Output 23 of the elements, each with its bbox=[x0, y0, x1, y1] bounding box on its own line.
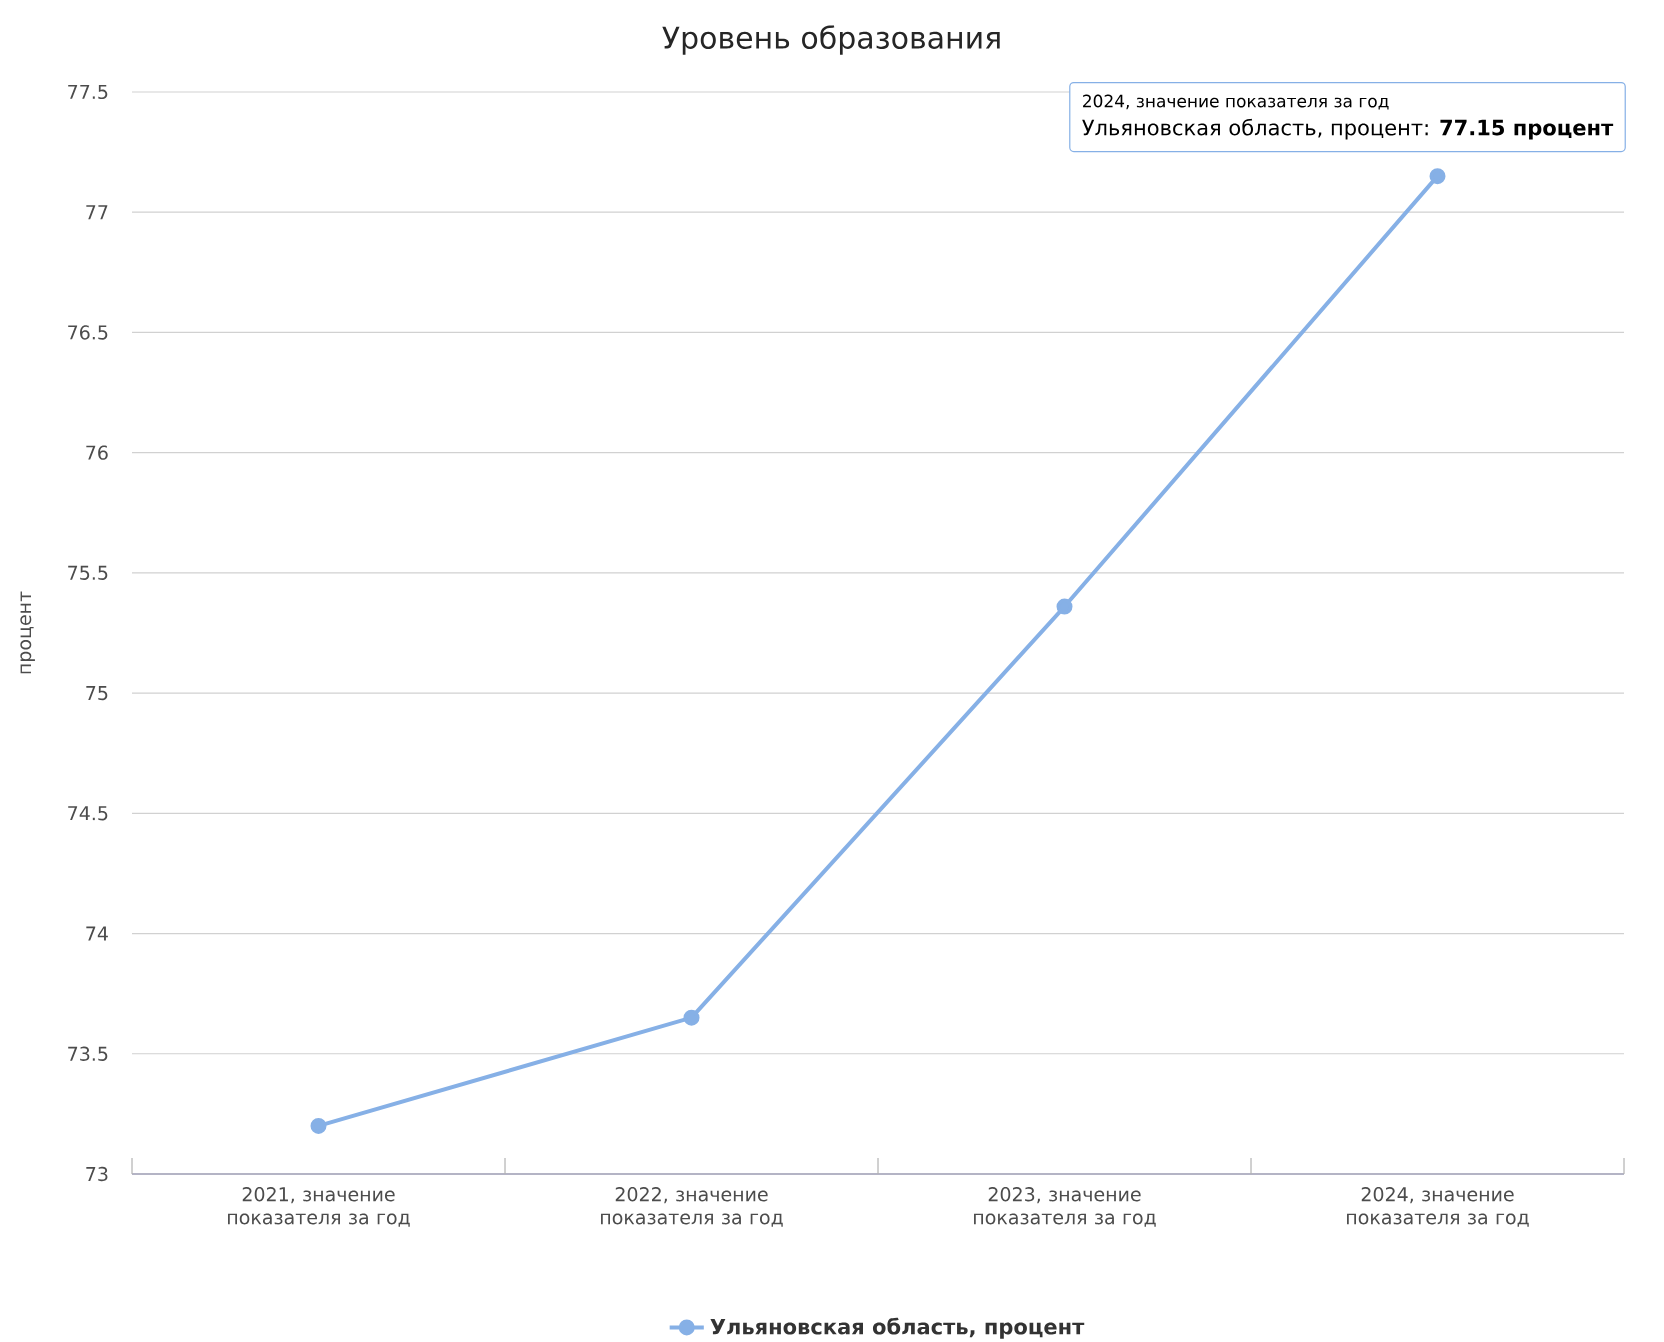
y-tick-label: 76 bbox=[86, 445, 108, 460]
chart-title: Уровень образования bbox=[662, 25, 1000, 55]
point bbox=[310, 1117, 327, 1134]
annotation: Ульяновская область, процент: 77.15 процент bbox=[1082, 118, 1614, 140]
y-tick-label: 74.5 bbox=[68, 806, 108, 821]
y-tick-label: 75.5 bbox=[68, 565, 108, 580]
legend-label: Ульяновская область, процент bbox=[710, 1317, 1085, 1339]
y-axis-title: процент bbox=[20, 591, 35, 674]
y-tick-label: 73.5 bbox=[68, 1046, 108, 1061]
x-tick-label: 2024, значение показателя за год bbox=[1347, 1187, 1529, 1227]
y-tick-label: 76.5 bbox=[68, 325, 108, 340]
annotation: 2024, значение показателя за год bbox=[1083, 94, 1389, 110]
point bbox=[1429, 168, 1446, 185]
x-tick-label: 2021, значение показателя за год bbox=[228, 1187, 410, 1227]
point bbox=[1056, 598, 1073, 615]
x-tick-label: 2022, значение показателя за год bbox=[601, 1187, 783, 1227]
y-tick-label: 73 bbox=[86, 1166, 108, 1182]
x-tick-label: 2023, значение показателя за год bbox=[974, 1187, 1156, 1227]
y-tick-label: 74 bbox=[86, 926, 108, 941]
point bbox=[683, 1009, 700, 1026]
y-tick-label: 77 bbox=[86, 205, 108, 220]
y-tick-label: 77.5 bbox=[68, 84, 108, 100]
y-tick-label: 75 bbox=[86, 686, 108, 701]
